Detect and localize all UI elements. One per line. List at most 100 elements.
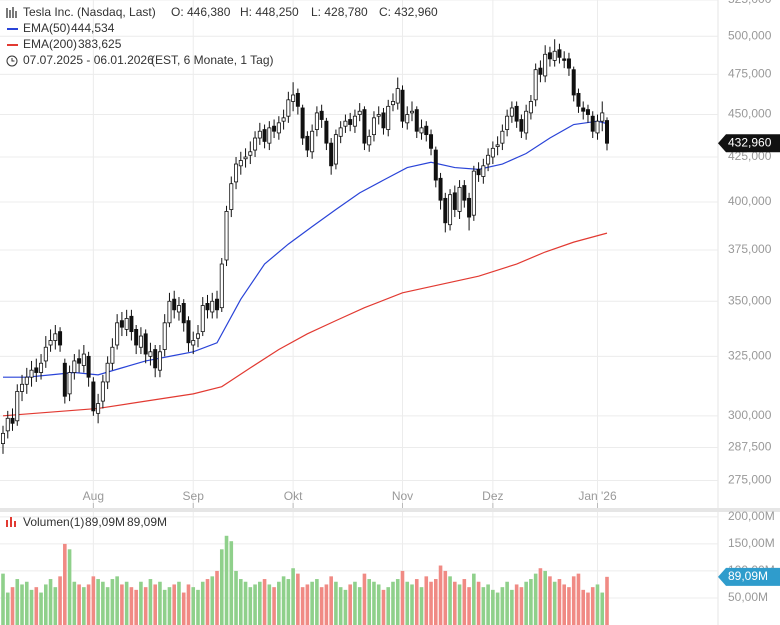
candle-body: [39, 362, 44, 373]
volume-bar: [548, 576, 552, 625]
candle-body: [348, 119, 353, 125]
volume-bar: [5, 592, 10, 625]
volume-bar: [181, 592, 186, 625]
candle-body: [566, 58, 571, 69]
candle-body: [295, 92, 300, 107]
y-tick-label: 400,000: [728, 194, 772, 208]
y-tick-label: 525,000: [728, 0, 772, 6]
ohlc: O: 446,380: [171, 5, 231, 19]
volume-bar: [20, 584, 24, 625]
candle-body: [467, 197, 472, 218]
volume-bar: [595, 584, 600, 625]
candle-body: [110, 346, 115, 364]
candle-body: [229, 183, 234, 210]
candle-body: [495, 144, 500, 147]
volume-bar: [196, 589, 200, 625]
candle-body: [67, 372, 72, 395]
volume-bar: [353, 581, 357, 625]
candle-body: [20, 383, 25, 392]
volume-bar: [205, 579, 210, 625]
candle-body: [5, 417, 10, 432]
volume-bar: [120, 584, 124, 625]
volume-bar: [82, 587, 86, 625]
volume-icon: [6, 520, 8, 527]
volume-bar: [215, 570, 219, 625]
volume-bar: [258, 581, 262, 625]
volume-bar: [324, 584, 329, 625]
candle-body: [119, 320, 124, 328]
volume-bar: [243, 581, 248, 625]
volume-bar: [10, 587, 15, 625]
candle-body: [352, 115, 357, 127]
candle-body: [157, 351, 162, 371]
candle-body: [343, 120, 348, 127]
volume-bar: [172, 584, 177, 625]
candle-body: [34, 367, 39, 373]
candle-body: [390, 101, 395, 106]
volume-bar: [348, 584, 352, 625]
volume-bar: [86, 584, 91, 625]
volume-bar: [438, 565, 443, 625]
volume-bar: [491, 589, 495, 625]
candle-body: [490, 147, 495, 158]
candle-body: [410, 110, 415, 114]
volume-bar: [105, 587, 110, 625]
volume-bar: [15, 579, 20, 625]
volume-bar: [376, 584, 381, 625]
volume-bar: [1, 573, 5, 625]
candle-body: [314, 112, 319, 130]
candle-body: [538, 67, 543, 75]
candle-body: [381, 112, 386, 129]
candle-body: [557, 49, 562, 58]
volume-bar: [124, 581, 129, 625]
candle-body: [543, 53, 548, 77]
candle-body: [528, 101, 533, 114]
volume-bar: [58, 576, 62, 625]
volume-value: 89,09M: [127, 515, 167, 529]
x-tick-label: Nov: [392, 489, 413, 503]
y-tick-label: 150,00M: [728, 536, 775, 550]
volume-bar: [481, 587, 486, 625]
volume-bar: [552, 581, 557, 625]
candle-body: [562, 58, 567, 61]
y-tick-label: 425,000: [728, 149, 772, 163]
candle-body: [476, 168, 481, 176]
price-badge: 432,960: [718, 134, 780, 153]
candle-body: [143, 333, 148, 355]
x-tick-label: Dez: [482, 489, 503, 503]
candle-body: [524, 110, 529, 134]
volume-bar: [101, 581, 105, 625]
badge-shape: [718, 134, 780, 153]
x-tick-label: Jan '26: [578, 489, 617, 503]
candle-body: [329, 142, 334, 167]
candle-icon: [6, 7, 17, 18]
candle-body: [291, 94, 296, 102]
volume-bar: [533, 573, 538, 625]
y-tick-label: 375,000: [728, 242, 772, 256]
volume-bar: [158, 581, 162, 625]
candle-body: [200, 305, 205, 333]
volume-bar: [167, 587, 172, 625]
candle-body: [24, 376, 29, 385]
candle-body: [195, 333, 200, 339]
volume-bar: [486, 584, 490, 625]
volume-bar: [186, 584, 191, 625]
candle-body: [129, 315, 134, 333]
volume-bar: [177, 581, 181, 625]
volume-bar: [562, 584, 566, 625]
candle-body: [115, 322, 120, 346]
candle-body: [105, 362, 110, 383]
candle-body: [262, 129, 267, 142]
candle-body: [77, 358, 82, 364]
candle-body: [333, 134, 338, 165]
y-tick-label: 200,00M: [728, 509, 775, 523]
candle-body: [191, 340, 196, 346]
candle-body: [429, 134, 434, 149]
candle-body: [310, 130, 315, 153]
volume-bar: [576, 573, 581, 625]
volume-bar: [424, 576, 429, 625]
y-tick-label: 275,000: [728, 473, 772, 487]
candle-body: [500, 130, 505, 144]
volume-bar: [234, 570, 238, 625]
